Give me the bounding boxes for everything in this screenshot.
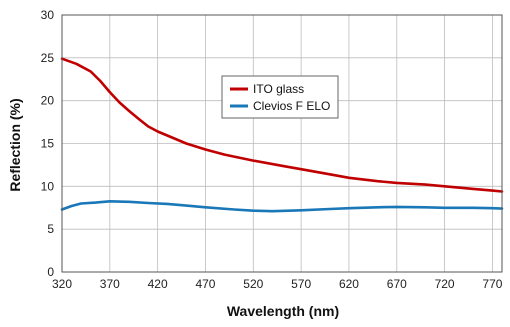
series-line-0 [60, 57, 504, 193]
series-line-1 [60, 200, 504, 213]
y-tick-label: 25 [41, 51, 55, 65]
x-axis-label: Wavelength (nm) [227, 303, 339, 319]
legend: ITO glass Clevios F ELO [221, 75, 339, 119]
x-tick-label: 570 [291, 277, 311, 291]
x-ticks: 320 370 420 470 520 570 620 670 720 770 [52, 277, 503, 291]
x-tick-label: 470 [195, 277, 215, 291]
legend-label-ito: ITO glass [253, 82, 304, 96]
y-axis-label: Reflection (%) [7, 98, 23, 191]
legend-label-clevios: Clevios F ELO [253, 99, 330, 113]
y-tick-label: 10 [41, 179, 55, 193]
y-tick-label: 20 [41, 94, 55, 108]
x-tick-label: 420 [148, 277, 168, 291]
x-tick-label: 620 [339, 277, 359, 291]
plot-frame [61, 14, 503, 273]
x-tick-label: 670 [387, 277, 407, 291]
x-tick-label: 520 [243, 277, 263, 291]
x-tick-label: 370 [100, 277, 120, 291]
legend-box [221, 75, 339, 119]
y-tick-label: 15 [41, 137, 55, 151]
y-ticks: 0 5 10 15 20 25 30 [41, 8, 55, 279]
x-tick-label: 770 [482, 277, 502, 291]
grid [62, 15, 502, 272]
y-tick-label: 5 [47, 222, 54, 236]
x-tick-label: 720 [435, 277, 455, 291]
y-tick-label: 30 [41, 8, 55, 22]
series-lines [60, 57, 504, 213]
x-tick-label: 320 [52, 277, 72, 291]
y-tick-label: 0 [47, 265, 54, 279]
